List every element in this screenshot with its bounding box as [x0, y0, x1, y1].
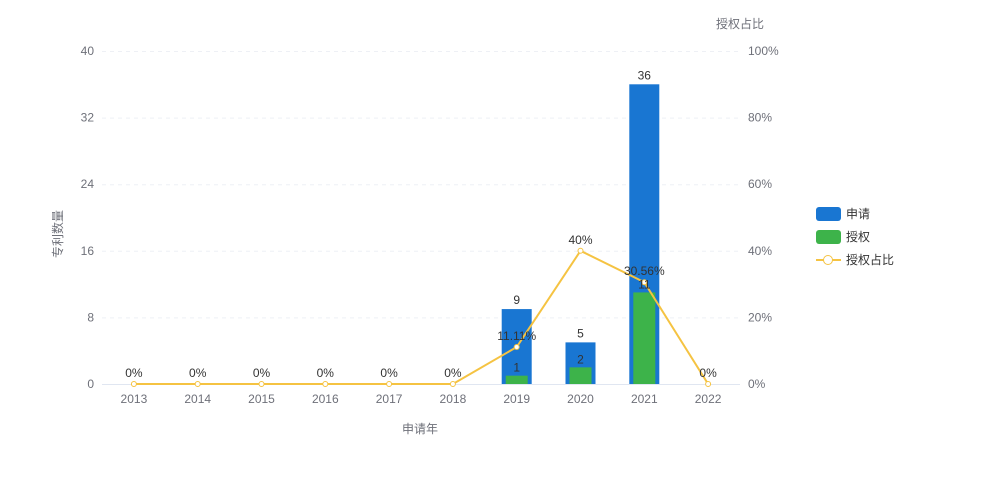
legend: 申请 授权 授权占比 [816, 202, 894, 271]
ratio-value-label: 0% [699, 366, 717, 380]
bar-grant[interactable] [505, 375, 528, 384]
x-tick-label: 2022 [695, 392, 722, 406]
legend-item-grant[interactable]: 授权 [816, 225, 894, 248]
y2-tick-label: 100% [748, 44, 779, 58]
ratio-point[interactable] [322, 381, 329, 387]
y-tick-label: 8 [87, 310, 94, 324]
y2-tick-label: 20% [748, 310, 772, 324]
bar-value-label: 1 [513, 361, 520, 375]
y-tick-label: 0 [87, 377, 94, 391]
ratio-value-label: 0% [380, 366, 398, 380]
y2-tick-label: 40% [748, 244, 772, 258]
line-circle-icon [816, 253, 841, 267]
y-tick-label: 24 [81, 177, 95, 191]
y-tick-label: 40 [81, 44, 95, 58]
ratio-value-label: 0% [253, 366, 271, 380]
ratio-value-label: 40% [568, 233, 592, 247]
y-axis-right: 0% 20% 40% 60% 80% 100% [748, 44, 779, 391]
ratio-point[interactable] [130, 381, 137, 387]
legend-label: 申请 [846, 207, 871, 221]
x-tick-label: 2017 [376, 392, 403, 406]
bar-value-label: 11 [638, 277, 651, 291]
y2-axis-title: 授权占比 [716, 16, 764, 31]
y-tick-label: 32 [81, 111, 95, 125]
y-axis-title: 专利数量 [50, 210, 65, 258]
x-tick-label: 2018 [440, 392, 467, 406]
ratio-point[interactable] [705, 381, 712, 387]
x-tick-label: 2013 [121, 392, 148, 406]
ratio-value-label: 11.11% [497, 329, 536, 343]
bar-swatch-icon [816, 206, 841, 221]
ratio-value-label: 0% [317, 366, 335, 380]
x-tick-label: 2014 [184, 392, 211, 406]
legend-label: 授权占比 [846, 253, 895, 267]
bar-swatch-icon [816, 229, 841, 244]
ratio-value-label: 0% [444, 366, 462, 380]
x-axis: 2013 2014 2015 2016 2017 2018 2019 2020 2021 2022 [121, 392, 722, 406]
ratio-value-label: 30.56% [624, 264, 665, 278]
x-tick-label: 2020 [567, 392, 594, 406]
legend-item-apply[interactable]: 申请 [816, 202, 894, 225]
x-tick-label: 2021 [631, 392, 658, 406]
ratio-point[interactable] [577, 247, 584, 254]
bar-grant[interactable] [633, 292, 656, 384]
x-tick-label: 2016 [312, 392, 339, 406]
ratio-point[interactable] [449, 381, 456, 387]
y-axis-left: 0 8 16 24 32 40 [81, 44, 95, 391]
ratio-point[interactable] [641, 279, 648, 286]
y2-tick-label: 80% [748, 111, 772, 125]
line-series [130, 247, 712, 387]
ratio-point[interactable] [386, 381, 393, 387]
ratio-point[interactable] [194, 381, 201, 387]
y-tick-label: 16 [81, 244, 95, 258]
x-axis-title: 申请年 [402, 422, 438, 436]
ratio-value-label: 0% [125, 366, 143, 380]
data-labels: 9 1 5 2 36 11 0% 0% 0% 0% 0% 0% 11.11% 40% 30.56% 0% [125, 68, 717, 380]
legend-label: 授权 [846, 230, 871, 244]
x-tick-label: 2015 [248, 392, 275, 406]
bar-series [501, 84, 660, 385]
legend-item-grant-ratio[interactable]: 授权占比 [816, 248, 894, 271]
x-tick-label: 2019 [503, 392, 530, 406]
ratio-line [133, 249, 709, 385]
bar-grant[interactable] [569, 367, 592, 384]
ratio-point[interactable] [513, 344, 520, 351]
y2-tick-label: 60% [748, 177, 772, 191]
bar-value-label: 9 [513, 293, 520, 307]
bar-value-label: 2 [577, 352, 584, 366]
bar-value-label: 36 [638, 68, 652, 82]
y2-tick-label: 0% [748, 377, 766, 391]
bar-value-label: 5 [577, 326, 584, 340]
ratio-value-label: 0% [189, 366, 207, 380]
ratio-point[interactable] [258, 381, 265, 387]
